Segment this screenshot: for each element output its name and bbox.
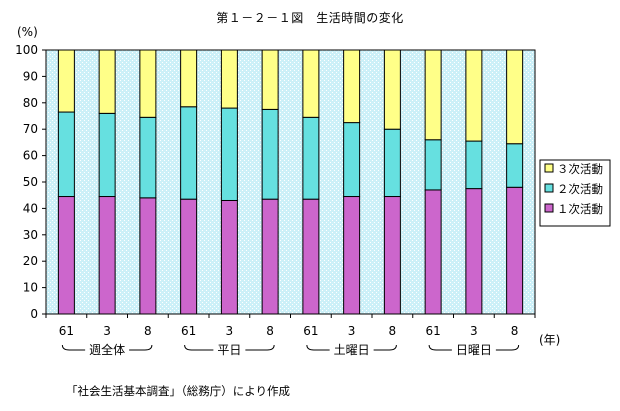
group-bracket-right [373, 344, 397, 351]
x-tick-label: 3 [470, 324, 478, 338]
bar-segment-s1-c4 [220, 107, 238, 201]
bar-segment-s1-c10 [465, 140, 483, 190]
y-tick-label: 10 [23, 281, 38, 295]
bar-segment-s2-c0 [57, 49, 75, 113]
y-tick-label: 70 [23, 122, 38, 136]
x-tick-label: 8 [266, 324, 274, 338]
x-tick-label: 8 [511, 324, 519, 338]
bar-segment-s2-c2 [139, 49, 157, 118]
group-label: 週全体 [89, 342, 125, 357]
bar-segment-s0-c2 [139, 197, 157, 315]
y-axis-unit: (%) [17, 25, 38, 39]
bar-segment-s0-c3 [180, 198, 198, 315]
bar-segment-s2-c5 [261, 49, 279, 110]
bar-segment-s2-c10 [465, 49, 483, 142]
group-label: 土曜日 [334, 343, 370, 357]
x-tick-label: 3 [103, 324, 111, 338]
x-tick-label: 61 [303, 324, 318, 338]
bar-segment-s0-c1 [98, 196, 116, 315]
bar-segment-s2-c6 [302, 49, 320, 118]
group-bracket-left [184, 344, 214, 351]
plot-area [45, 49, 536, 315]
legend-swatch [544, 203, 554, 213]
bar-segment-s1-c3 [180, 106, 198, 200]
legend-label: ２次活動 [557, 182, 603, 196]
group-labels: 週全体 平日 土曜日 日曜日 [61, 342, 520, 357]
bar-segment-s0-c9 [424, 189, 442, 315]
bar-segment-s0-c5 [261, 198, 279, 315]
bar-segment-s2-c1 [98, 49, 116, 114]
bar-segment-s2-c7 [343, 49, 361, 124]
x-tick-label: 61 [59, 324, 74, 338]
y-axis: 0 10 20 30 40 50 60 70 80 90 100 [15, 43, 46, 321]
group-bracket-left [61, 344, 86, 351]
bar-segment-s0-c11 [506, 186, 524, 315]
chart-title: 第１－２－１図 生活時間の変化 [216, 11, 404, 25]
x-tick-label: 8 [144, 324, 152, 338]
group-bracket-right [129, 344, 153, 351]
bar-segment-s0-c10 [465, 188, 483, 315]
group-bracket-left [428, 344, 452, 351]
bar-segment-s0-c4 [220, 199, 238, 315]
bar-segment-s1-c6 [302, 116, 320, 200]
bar-segment-s1-c7 [343, 122, 361, 198]
y-tick-label: 60 [23, 149, 38, 163]
legend-swatch [544, 163, 554, 173]
y-tick-label: 80 [23, 96, 38, 110]
y-tick-label: 90 [23, 69, 38, 83]
bar-segment-s2-c9 [424, 49, 442, 141]
group-label: 日曜日 [456, 343, 492, 357]
y-tick-label: 40 [23, 201, 38, 215]
x-tick-label: 3 [348, 324, 356, 338]
source-note: 「社会生活基本調査」（総務庁）により作成 [66, 384, 291, 398]
group-label: 平日 [217, 343, 241, 357]
bar-segment-s1-c2 [139, 116, 157, 199]
group-bracket-left [306, 344, 330, 351]
bar-segment-s0-c8 [383, 196, 401, 315]
legend-swatch [544, 183, 554, 193]
bar-segment-s0-c6 [302, 198, 320, 315]
x-axis-unit: (年) [539, 333, 560, 347]
legend-label: １次活動 [557, 202, 603, 216]
bar-segment-s1-c9 [424, 139, 442, 191]
legend: ３次活動 ２次活動 １次活動 [539, 159, 611, 227]
y-tick-label: 20 [23, 254, 38, 268]
bar-segment-s1-c5 [261, 108, 279, 200]
bar-segment-s2-c3 [180, 49, 198, 108]
bar-segment-s2-c4 [220, 49, 238, 109]
x-tick-label: 8 [389, 324, 397, 338]
y-tick-label: 100 [15, 43, 38, 57]
y-tick-label: 0 [30, 307, 38, 321]
bar-segment-s2-c8 [383, 49, 401, 130]
y-tick-label: 50 [23, 175, 38, 189]
x-axis: 61 3 8 61 3 8 61 3 8 61 3 8 (年) [45, 314, 560, 347]
bar-segment-s1-c8 [383, 128, 401, 198]
legend-label: ３次活動 [557, 162, 603, 176]
bar-segment-s1-c0 [57, 111, 75, 198]
bar-segment-s1-c1 [98, 112, 116, 198]
group-bracket-right [495, 344, 520, 351]
x-tick-label: 61 [425, 324, 440, 338]
bar-segment-s1-c11 [506, 143, 524, 188]
x-tick-label: 3 [226, 324, 234, 338]
group-bracket-right [245, 344, 275, 351]
bars-layer [57, 49, 524, 315]
bar-segment-s0-c7 [343, 196, 361, 315]
bar-segment-s0-c0 [57, 196, 75, 315]
x-tick-label: 61 [181, 324, 196, 338]
y-tick-label: 30 [23, 228, 38, 242]
bar-segment-s2-c11 [506, 49, 524, 145]
